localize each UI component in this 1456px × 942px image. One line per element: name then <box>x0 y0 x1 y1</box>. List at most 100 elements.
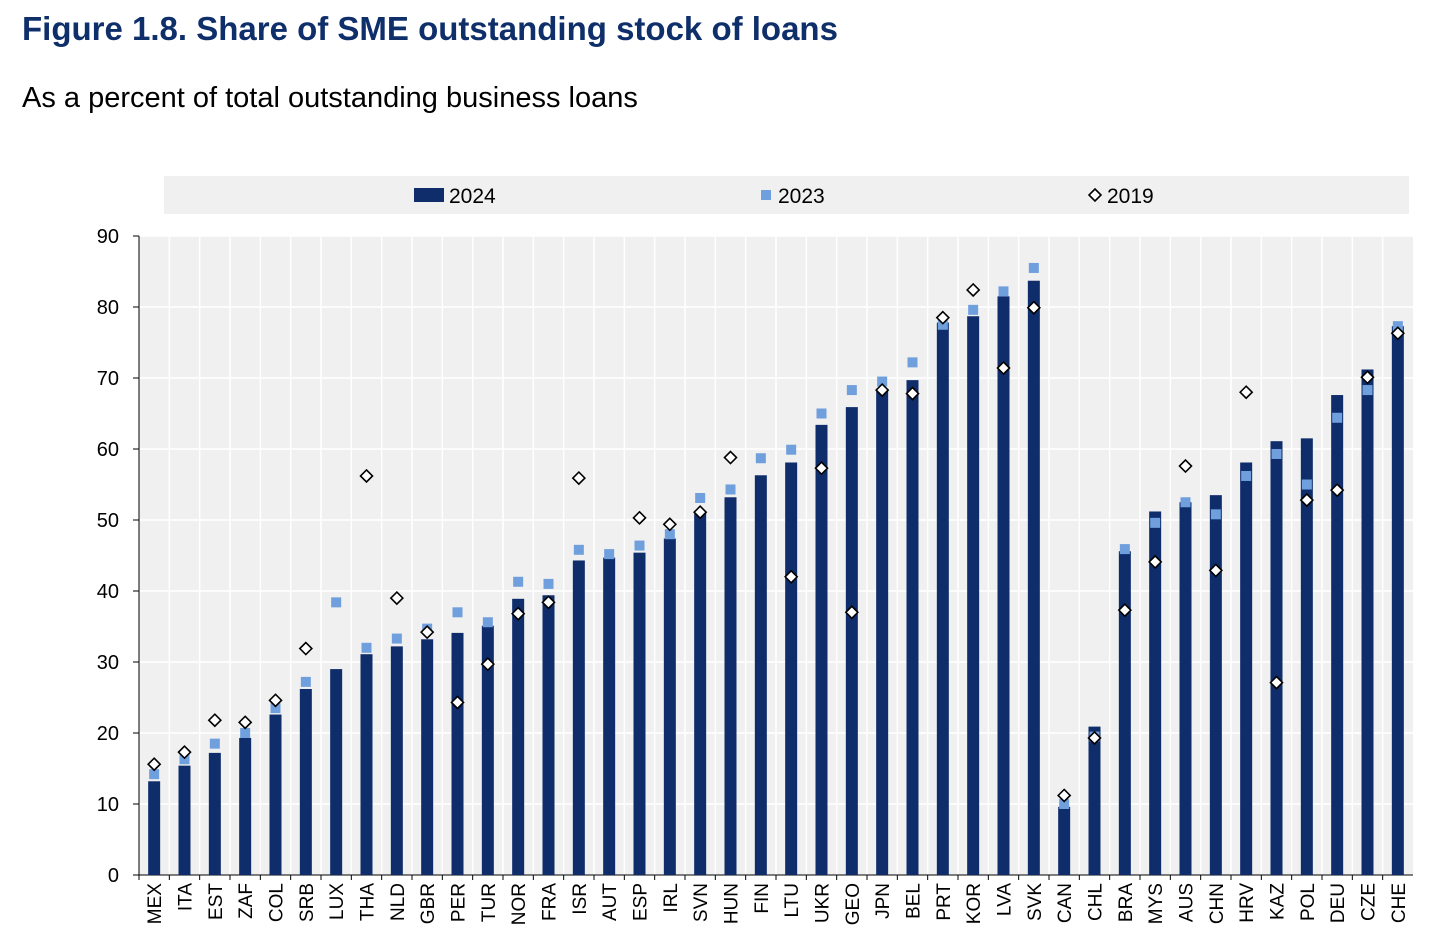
x-tick-label: BRA <box>1116 883 1137 922</box>
marker-2019 <box>1360 370 1375 385</box>
marker-2023 <box>1301 479 1312 490</box>
x-tick-label: KAZ <box>1268 883 1289 920</box>
marker-2023 <box>846 385 857 396</box>
bar-2024 <box>421 639 434 875</box>
figure-subtitle: As a percent of total outstanding busine… <box>22 82 638 114</box>
marker-2019 <box>693 505 708 520</box>
y-tick-label: 0 <box>108 865 119 887</box>
marker-2023 <box>482 617 493 628</box>
x-tick-label: BEL <box>904 883 925 919</box>
x-tick-label: ISR <box>570 883 591 915</box>
marker-2023 <box>695 492 706 503</box>
marker-2019 <box>935 310 950 325</box>
bar-2024 <box>1058 806 1071 875</box>
marker-2019 <box>177 745 192 760</box>
marker-2023 <box>300 676 311 687</box>
legend-swatch-2019 <box>1087 187 1103 203</box>
bar-2024 <box>603 557 616 875</box>
marker-2023 <box>270 703 281 714</box>
bar-2024 <box>512 598 525 875</box>
bar-2024 <box>845 407 858 875</box>
marker-2023 <box>149 769 160 780</box>
x-tick-label: KOR <box>964 883 985 924</box>
marker-2019 <box>268 693 283 708</box>
x-tick-label: ITA <box>176 883 197 911</box>
x-tick-label: NLD <box>388 883 409 921</box>
bar-2024 <box>1179 502 1192 875</box>
marker-2019 <box>541 595 556 610</box>
bar-2024 <box>390 646 403 875</box>
marker-2023 <box>1180 497 1191 508</box>
marker-2019 <box>238 715 253 730</box>
bar-2024 <box>148 781 161 875</box>
bar-2024 <box>1331 395 1344 875</box>
marker-2023 <box>877 376 888 387</box>
bar-2024 <box>239 737 252 875</box>
x-tick-label: MEX <box>145 883 166 925</box>
marker-2023 <box>634 540 645 551</box>
marker-2019 <box>207 713 222 728</box>
marker-2019 <box>996 360 1011 376</box>
marker-2019 <box>571 470 586 486</box>
marker-2019 <box>450 695 465 710</box>
marker-2019 <box>1148 554 1163 570</box>
marker-2019 <box>1330 483 1345 498</box>
figure-title: Figure 1.8. Share of SME outstanding sto… <box>22 10 838 47</box>
x-axis: MEX ITA EST ZAF COL SRB LUX THA NLD GBR PER TUR NOR F… <box>138 874 1413 925</box>
bar-2024 <box>906 380 919 875</box>
marker-2019 <box>1117 603 1132 618</box>
bar-2024 <box>481 625 494 875</box>
bar-2024 <box>815 424 828 875</box>
marker-2023 <box>240 728 251 738</box>
marker-2019 <box>389 590 404 606</box>
y-tick-label: 80 <box>97 297 119 319</box>
y-tick-label: 40 <box>97 581 119 603</box>
marker-2023 <box>543 578 554 589</box>
x-tick-label: EST <box>206 883 227 920</box>
marker-2019 <box>966 282 981 298</box>
y-tick-label: 70 <box>97 368 119 390</box>
x-tick-label: ZAF <box>236 883 257 919</box>
marker-2019 <box>784 569 799 584</box>
marker-2023 <box>573 544 584 555</box>
y-tick-label: 20 <box>97 723 119 745</box>
x-tick-label: HUN <box>722 883 743 924</box>
bar-2024 <box>1361 369 1374 875</box>
x-tick-label: AUS <box>1177 883 1198 922</box>
marker-2023 <box>209 738 220 749</box>
bar-2024 <box>694 510 707 875</box>
x-tick-label: SVN <box>691 883 712 922</box>
marker-2023 <box>968 304 979 315</box>
bar-2024 <box>1027 280 1040 876</box>
legend-label-2024: 2024 <box>449 185 496 208</box>
x-tick-label: COL <box>267 883 288 922</box>
marker-2023 <box>452 607 463 618</box>
marker-2019 <box>905 386 920 401</box>
bar-2024 <box>542 595 555 875</box>
x-tick-label: TUR <box>479 883 500 922</box>
x-tick-label: CHE <box>1389 883 1410 923</box>
bar-2024 <box>1240 462 1253 875</box>
marker-2023 <box>361 642 372 653</box>
bar-2024 <box>1270 441 1283 875</box>
x-tick-label: IRL <box>661 883 682 913</box>
x-tick-label: CZE <box>1359 883 1380 921</box>
marker-2023 <box>816 408 827 419</box>
bar-2024 <box>754 475 767 875</box>
marker-2019 <box>359 468 374 484</box>
marker-2023 <box>513 576 524 587</box>
x-tick-label: MYS <box>1146 883 1167 924</box>
bars-2024 <box>148 280 1404 876</box>
gridlines <box>139 235 1413 875</box>
marker-2023 <box>1210 509 1221 520</box>
bar-2024 <box>330 669 343 875</box>
marker-2019 <box>632 510 647 526</box>
x-tick-label: GEO <box>843 883 864 925</box>
marker-2023 <box>1362 385 1373 396</box>
x-tick-label: DEU <box>1328 883 1349 923</box>
legend-swatch-2024 <box>414 188 444 202</box>
marker-2019 <box>1239 385 1254 400</box>
x-tick-label: SVK <box>1025 883 1046 921</box>
bar-2024 <box>1209 495 1222 875</box>
